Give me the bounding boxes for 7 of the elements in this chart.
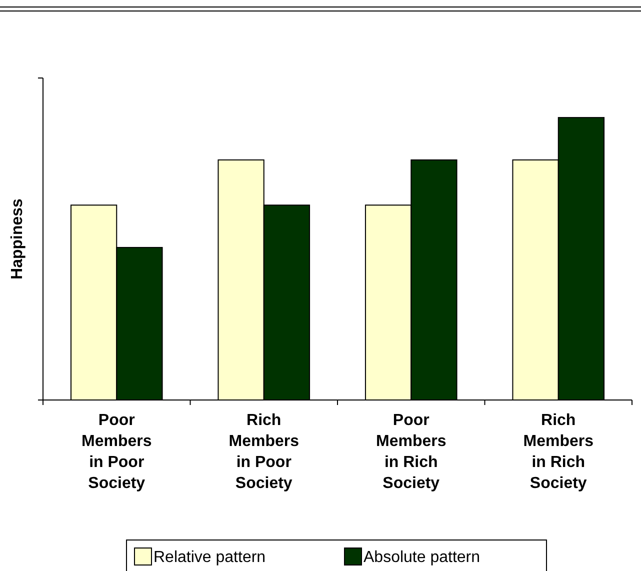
x-tick-label: Rich Members in Rich Society: [523, 412, 594, 492]
x-tick-label: Rich Members in Poor Society: [228, 412, 300, 492]
x-tick-label: Poor Members in Poor Society: [82, 412, 152, 492]
legend-label: Absolute pattern: [364, 549, 480, 566]
legend-label: Relative pattern: [154, 549, 266, 566]
x-tick-label: Poor Members in Rich Society: [376, 412, 446, 492]
y-axis-title: Happiness: [9, 198, 26, 280]
